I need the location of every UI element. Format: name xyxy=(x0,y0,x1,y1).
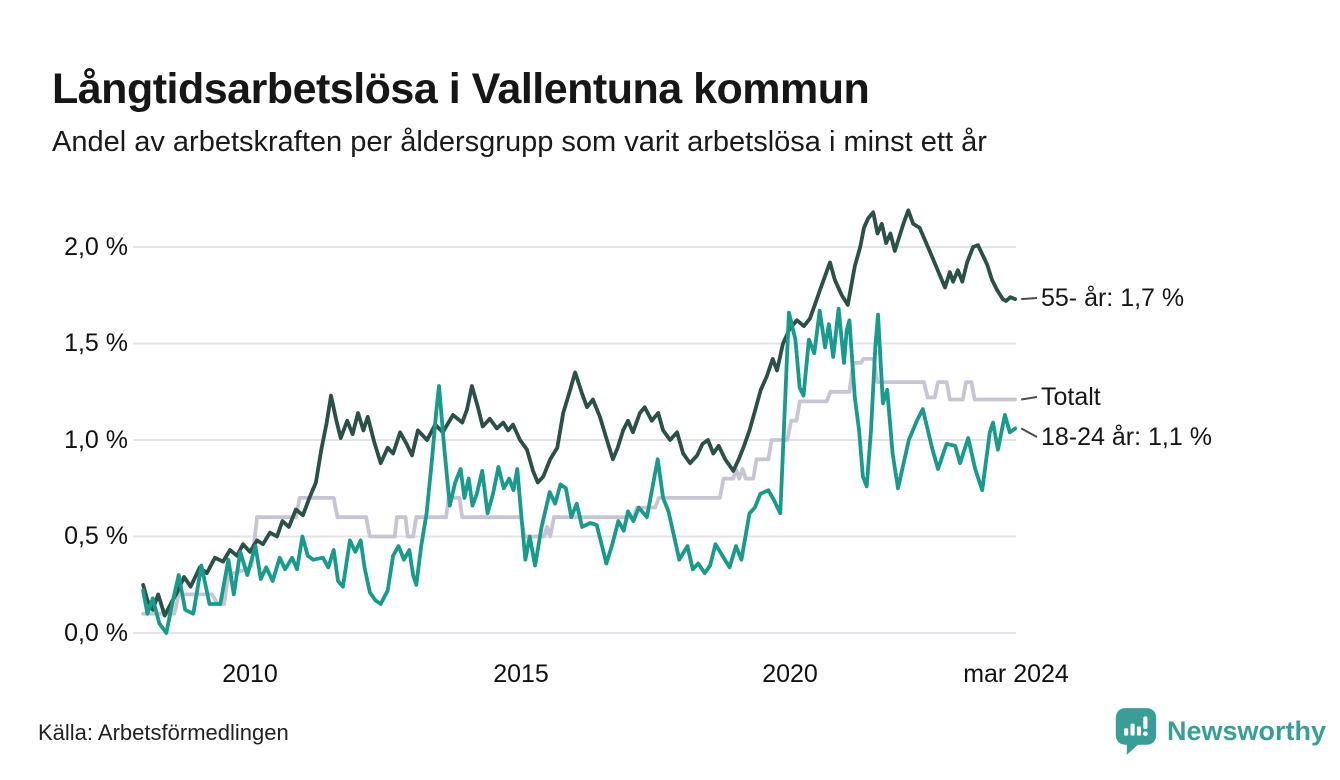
page-subtitle: Andel av arbetskraften per åldersgrupp s… xyxy=(52,126,987,158)
series-label-18-24-ar: 18-24 år: 1,1 % xyxy=(1041,423,1212,451)
series-label-55-ar: 55- år: 1,7 % xyxy=(1041,284,1185,312)
y-tick-label: 1,5 % xyxy=(64,329,128,357)
label-connector xyxy=(1021,297,1038,301)
series-line-55 xyxy=(141,208,1018,618)
y-tick-label: 2,0 % xyxy=(64,233,128,261)
y-tick-label: 1,0 % xyxy=(64,426,128,454)
x-tick-label: mar 2024 xyxy=(963,660,1069,688)
newsworthy-wordmark: Newsworthy xyxy=(1167,715,1327,746)
source-note: Källa: Arbetsförmedlingen xyxy=(38,720,289,745)
label-connector xyxy=(1020,427,1038,438)
newsworthy-logo[interactable]: Newsworthy xyxy=(1114,706,1326,756)
newsworthy-bubble-chart-icon xyxy=(1114,706,1158,756)
y-tick-label: 0,0 % xyxy=(64,619,128,647)
x-tick-label: 2010 xyxy=(222,660,278,688)
x-tick-label: 2015 xyxy=(493,660,549,688)
x-tick-label: 2020 xyxy=(762,660,818,688)
y-tick-label: 0,5 % xyxy=(64,522,128,550)
series-label-totalt: Totalt xyxy=(1041,383,1101,411)
series-line-1824 xyxy=(141,306,1018,635)
page-title: Långtidsarbetslösa i Vallentuna kommun xyxy=(52,64,870,113)
label-connector xyxy=(1021,396,1038,401)
